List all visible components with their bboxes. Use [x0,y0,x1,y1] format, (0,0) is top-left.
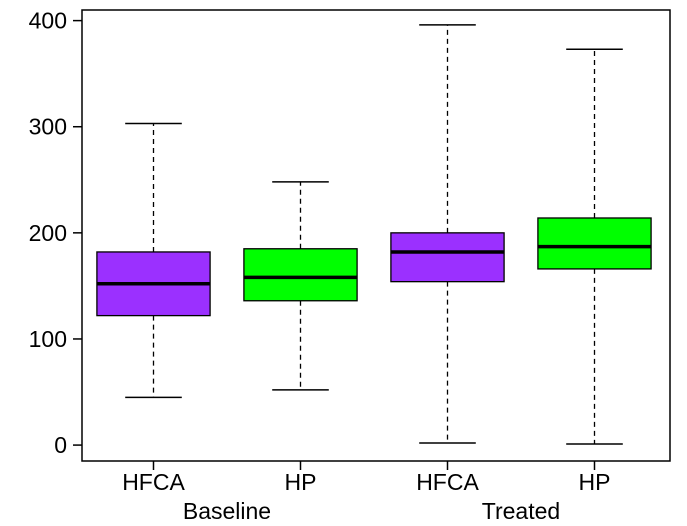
x-tick-label: HFCA [416,469,479,495]
x-tick-label: HP [579,469,611,495]
iqr-box [243,248,358,302]
y-tick-label: 400 [29,8,67,34]
group-label-treated: Treated [482,498,560,524]
y-tick-label: 300 [29,114,67,140]
group-label-baseline: Baseline [183,498,271,524]
box-treated-hp [537,48,652,445]
x-tick-label: HFCA [122,469,185,495]
box-treated-hfca [390,24,505,444]
box-baseline-hfca [96,122,211,399]
y-tick-label: 0 [54,432,67,458]
x-axis: HFCA HP HFCA HP Baseline Treated [122,461,610,524]
y-axis: 0 100 200 300 400 [29,8,82,458]
iqr-box [537,217,652,270]
y-tick-label: 200 [29,220,67,246]
iqr-box [390,232,505,283]
box-series [96,24,652,445]
x-tick-label: HP [285,469,317,495]
box-baseline-hp [243,181,358,391]
plot-frame [81,9,671,462]
y-tick-label: 100 [29,326,67,352]
